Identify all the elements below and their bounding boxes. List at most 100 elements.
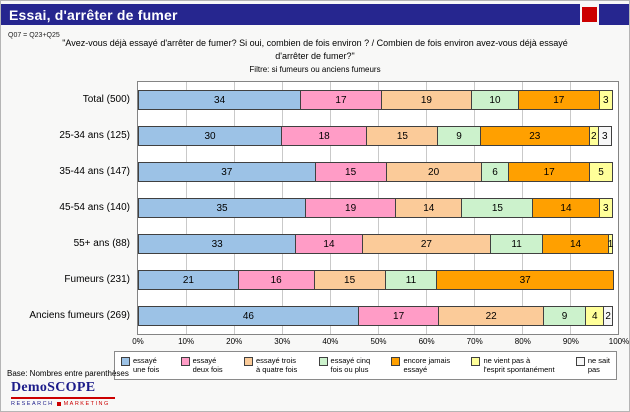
bar-segment: 15 (314, 162, 387, 182)
bar-segment: 3 (598, 198, 613, 218)
bar-segment: 15 (366, 126, 439, 146)
legend-swatch (121, 357, 130, 366)
bar-segment: 14 (532, 198, 600, 218)
bar-segment: 37 (138, 162, 316, 182)
title-band: Essai, d'arrêter de fumer (1, 4, 629, 25)
x-tick-label: 30% (274, 337, 291, 346)
logo-sub-marketing: MARKETING (63, 401, 110, 407)
legend-label: essayé trois à quatre fois (255, 356, 298, 375)
legend-item: essayé cinq fois ou plus (318, 356, 371, 375)
legend-item: essayé une fois (121, 356, 159, 375)
logo-red-rule (11, 397, 115, 399)
logo-sub-research: RESEARCH (11, 401, 54, 407)
bar-segment: 30 (138, 126, 282, 146)
bar-row: 21 16 15 11 37 (138, 262, 618, 298)
bar-segment: 3 (598, 90, 613, 110)
x-tick-label: 0% (132, 337, 144, 346)
base-note: Base: Nombres entre parenthèses (7, 369, 129, 378)
stacked-bar-chart: Total (500) 25-34 ans (125) 35-44 ans (147… (9, 81, 629, 348)
x-axis: 0% 10% 20% 30% 40% 50% 60% 70% 80% 90% 100% (132, 335, 629, 348)
legend-item: essayé trois à quatre fois (243, 356, 298, 375)
bar-segment: 9 (437, 126, 481, 146)
legend-swatch (471, 357, 481, 366)
bar-row: 37 15 20 6 17 5 (138, 154, 618, 190)
bar-segment: 17 (508, 162, 590, 182)
legend-label: essayé une fois (133, 356, 160, 375)
bar-segment: 4 (585, 306, 605, 326)
legend: essayé une fois essayé deux fois essayé troi… (114, 351, 617, 380)
stacked-bar: 35 19 14 15 14 3 (138, 198, 618, 218)
bar-segment: 2 (603, 306, 613, 326)
bar-segment: 10 (470, 90, 519, 110)
page-title: Essai, d'arrêter de fumer (1, 4, 580, 25)
x-tick-label: 10% (178, 337, 195, 346)
bar-segment: 11 (384, 270, 438, 290)
bar-segment: 17 (300, 90, 382, 110)
legend-item: encore jamais essayé (391, 356, 450, 375)
legend-item: essayé deux fois (180, 356, 223, 375)
logo-subtitle: RESEARCH MARKETING (11, 401, 121, 407)
bar-segment: 21 (138, 270, 239, 290)
red-accent-square (582, 7, 597, 22)
category-label: 25-34 ans (125) (59, 129, 130, 141)
bar-segment: 15 (313, 270, 386, 290)
legend-label: ne sait pas (587, 356, 610, 375)
bar-segment: 3 (597, 126, 612, 146)
bar-row: 34 17 19 10 17 3 (138, 82, 618, 118)
bar-segment: 46 (138, 306, 359, 326)
bar-segment: 34 (138, 90, 302, 110)
x-tick-label: 60% (418, 337, 435, 346)
stacked-bar: 30 18 15 9 23 2 3 (138, 126, 618, 146)
question-code: Q07 = Q23+Q25 (8, 32, 60, 39)
legend-item: ne sait pas (575, 356, 610, 375)
legend-swatch (575, 357, 585, 366)
legend-swatch (180, 357, 190, 366)
bar-segment: 11 (490, 234, 543, 254)
bar-segment: 15 (461, 198, 534, 218)
x-tick-label: 40% (322, 337, 339, 346)
legend-swatch (318, 357, 328, 366)
demoscope-logo: DemoSCOPE RESEARCH MARKETING (11, 380, 121, 407)
bar-segment: 16 (237, 270, 315, 290)
bar-segment: 5 (588, 162, 613, 182)
bar-row: 46 17 22 9 4 2 (138, 298, 618, 334)
bar-segment: 17 (357, 306, 440, 326)
bar-segment: 1 (608, 234, 613, 254)
category-label: Anciens fumeurs (269) (29, 309, 130, 321)
bar-segment: 19 (380, 90, 472, 110)
logo-name: DemoSCOPE (11, 380, 96, 395)
title-tail (599, 4, 629, 25)
question-text: "Avez-vous déjà essayé d'arrêter de fume… (62, 38, 568, 61)
title-gap (580, 4, 582, 25)
bar-segment: 33 (138, 234, 297, 254)
category-label: 55+ ans (88) (73, 237, 130, 249)
bar-segment: 14 (395, 198, 463, 218)
legend-swatch (391, 357, 401, 366)
stacked-bar: 33 14 27 11 14 1 (138, 234, 618, 254)
bar-segment: 27 (361, 234, 492, 254)
legend-item: ne vient pas à l'esprit spontanément (471, 356, 555, 375)
bar-row: 33 14 27 11 14 1 (138, 226, 618, 262)
bar-segment: 22 (438, 306, 544, 326)
category-label: Fumeurs (231) (64, 273, 130, 285)
logo-separator-square (56, 402, 61, 406)
bar-row: 30 18 15 9 23 2 3 (138, 118, 618, 154)
bar-segment: 9 (542, 306, 587, 326)
stacked-bar: 46 17 22 9 4 2 (138, 306, 618, 326)
bar-segment: 23 (479, 126, 590, 146)
title-gap2 (597, 4, 599, 25)
x-tick-label: 80% (514, 337, 531, 346)
x-tick-label: 90% (562, 337, 579, 346)
bar-segment: 19 (305, 198, 397, 218)
filter-text: Filtre: si fumeurs ou anciens fumeurs (249, 65, 381, 74)
category-label: 45-54 ans (140) (59, 201, 130, 213)
bar-row: 35 19 14 15 14 3 (138, 190, 618, 226)
x-tick-label: 50% (370, 337, 387, 346)
bar-segment: 37 (436, 270, 614, 290)
bar-segment: 17 (517, 90, 600, 110)
legend-label: essayé cinq fois ou plus (330, 356, 371, 375)
category-labels: Total (500) 25-34 ans (125) 35-44 ans (147… (9, 81, 137, 335)
stacked-bar: 34 17 19 10 17 3 (138, 90, 618, 110)
bar-segment: 14 (295, 234, 363, 254)
